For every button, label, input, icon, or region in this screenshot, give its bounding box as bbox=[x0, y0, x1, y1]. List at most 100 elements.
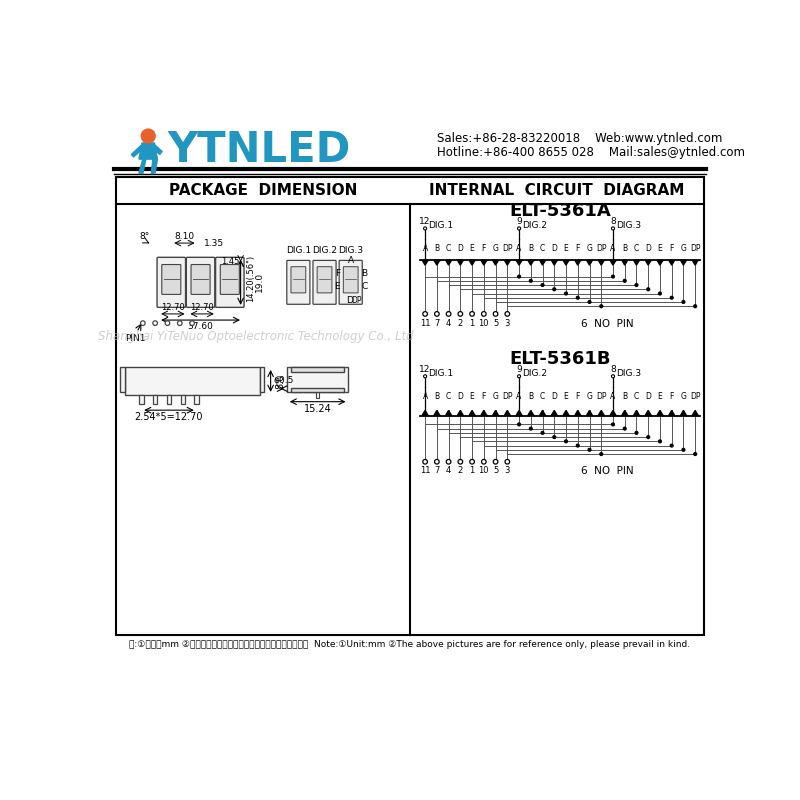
Text: D: D bbox=[551, 244, 558, 253]
Circle shape bbox=[565, 292, 567, 295]
Circle shape bbox=[142, 129, 155, 143]
Text: 1: 1 bbox=[470, 466, 474, 475]
Text: ELT-5361B: ELT-5361B bbox=[510, 350, 611, 368]
Polygon shape bbox=[622, 261, 627, 265]
Polygon shape bbox=[610, 410, 616, 415]
Text: D: D bbox=[458, 392, 463, 401]
Circle shape bbox=[518, 275, 521, 278]
Text: 注:①单位：mm ②以上图形、尺寸、原理仅供参考，请以实物为准。  Note:①Unit:mm ②The above pictures are for refe: 注:①单位：mm ②以上图形、尺寸、原理仅供参考，请以实物为准。 Note:①U… bbox=[130, 640, 690, 649]
Text: D: D bbox=[346, 296, 353, 306]
Text: DP: DP bbox=[690, 392, 701, 401]
Text: DIG.3: DIG.3 bbox=[616, 369, 641, 378]
Polygon shape bbox=[151, 159, 158, 174]
FancyBboxPatch shape bbox=[343, 266, 358, 293]
Circle shape bbox=[446, 459, 451, 464]
FancyBboxPatch shape bbox=[313, 260, 336, 304]
Text: A: A bbox=[517, 392, 522, 401]
Text: ELT-5361A: ELT-5361A bbox=[510, 202, 611, 221]
Polygon shape bbox=[563, 261, 569, 265]
Polygon shape bbox=[434, 261, 440, 265]
Text: E: E bbox=[334, 282, 340, 290]
Text: DIG.1: DIG.1 bbox=[428, 369, 454, 378]
Polygon shape bbox=[540, 410, 546, 415]
Text: D: D bbox=[551, 392, 558, 401]
Text: φ0.5: φ0.5 bbox=[274, 376, 294, 385]
Text: DIG.2: DIG.2 bbox=[522, 221, 547, 230]
Text: 12: 12 bbox=[419, 365, 430, 374]
Polygon shape bbox=[681, 261, 686, 265]
Polygon shape bbox=[575, 261, 581, 265]
Polygon shape bbox=[551, 410, 557, 415]
FancyBboxPatch shape bbox=[191, 265, 210, 294]
Bar bbox=[260, 367, 265, 392]
Text: 15.24: 15.24 bbox=[304, 404, 331, 414]
Circle shape bbox=[553, 436, 556, 438]
Circle shape bbox=[635, 284, 638, 286]
Circle shape bbox=[518, 374, 521, 378]
Circle shape bbox=[423, 227, 426, 230]
Circle shape bbox=[505, 459, 510, 464]
Text: DP: DP bbox=[690, 244, 701, 253]
Polygon shape bbox=[669, 410, 674, 415]
Text: E: E bbox=[564, 244, 568, 253]
Circle shape bbox=[518, 227, 521, 230]
Circle shape bbox=[647, 288, 650, 290]
Circle shape bbox=[423, 459, 427, 464]
Polygon shape bbox=[481, 261, 486, 265]
Text: 12.70: 12.70 bbox=[190, 303, 214, 312]
Polygon shape bbox=[586, 261, 592, 265]
Polygon shape bbox=[481, 410, 486, 415]
Polygon shape bbox=[470, 261, 475, 265]
Circle shape bbox=[518, 423, 521, 426]
Circle shape bbox=[178, 321, 182, 326]
Text: E: E bbox=[658, 244, 662, 253]
Text: 3: 3 bbox=[505, 466, 510, 475]
Circle shape bbox=[576, 444, 579, 447]
Text: 7: 7 bbox=[434, 318, 439, 327]
Circle shape bbox=[423, 374, 426, 378]
Circle shape bbox=[611, 374, 614, 378]
Polygon shape bbox=[470, 410, 475, 415]
Text: INTERNAL  CIRCUIT  DIAGRAM: INTERNAL CIRCUIT DIAGRAM bbox=[430, 183, 685, 198]
Circle shape bbox=[635, 431, 638, 434]
Polygon shape bbox=[139, 143, 158, 159]
Text: E: E bbox=[564, 392, 568, 401]
Text: G: G bbox=[347, 275, 354, 284]
Text: Hotline:+86-400 8655 028    Mail:sales@ytnled.com: Hotline:+86-400 8655 028 Mail:sales@ytnl… bbox=[437, 146, 745, 159]
Text: 8.0: 8.0 bbox=[275, 374, 286, 389]
Circle shape bbox=[470, 311, 474, 316]
Circle shape bbox=[658, 440, 662, 442]
Polygon shape bbox=[458, 410, 463, 415]
Polygon shape bbox=[422, 261, 428, 265]
Polygon shape bbox=[505, 410, 510, 415]
Circle shape bbox=[600, 453, 602, 455]
Text: 19.0: 19.0 bbox=[255, 272, 264, 293]
Text: F: F bbox=[670, 392, 674, 401]
FancyBboxPatch shape bbox=[317, 266, 332, 293]
Bar bbox=[291, 367, 344, 372]
Circle shape bbox=[682, 301, 685, 303]
Circle shape bbox=[482, 459, 486, 464]
Bar bbox=[287, 367, 349, 392]
Text: F: F bbox=[482, 392, 486, 401]
FancyBboxPatch shape bbox=[157, 258, 186, 307]
Text: C: C bbox=[362, 282, 368, 290]
Polygon shape bbox=[540, 261, 546, 265]
Bar bbox=[139, 394, 143, 404]
FancyBboxPatch shape bbox=[220, 265, 239, 294]
Text: PACKAGE  DIMENSION: PACKAGE DIMENSION bbox=[169, 183, 357, 198]
Text: DIG.2: DIG.2 bbox=[522, 369, 547, 378]
Circle shape bbox=[694, 453, 697, 455]
Polygon shape bbox=[598, 410, 604, 415]
Polygon shape bbox=[634, 410, 639, 415]
Text: 37.60: 37.60 bbox=[188, 322, 214, 331]
Text: 6  NO  PIN: 6 NO PIN bbox=[581, 466, 634, 476]
Polygon shape bbox=[610, 261, 616, 265]
Text: A: A bbox=[610, 392, 616, 401]
Text: B: B bbox=[622, 392, 627, 401]
Text: DIG.2: DIG.2 bbox=[312, 246, 337, 255]
Text: A: A bbox=[422, 244, 428, 253]
Text: B: B bbox=[434, 244, 439, 253]
Text: DP: DP bbox=[596, 392, 606, 401]
Text: PIN1: PIN1 bbox=[125, 334, 146, 343]
